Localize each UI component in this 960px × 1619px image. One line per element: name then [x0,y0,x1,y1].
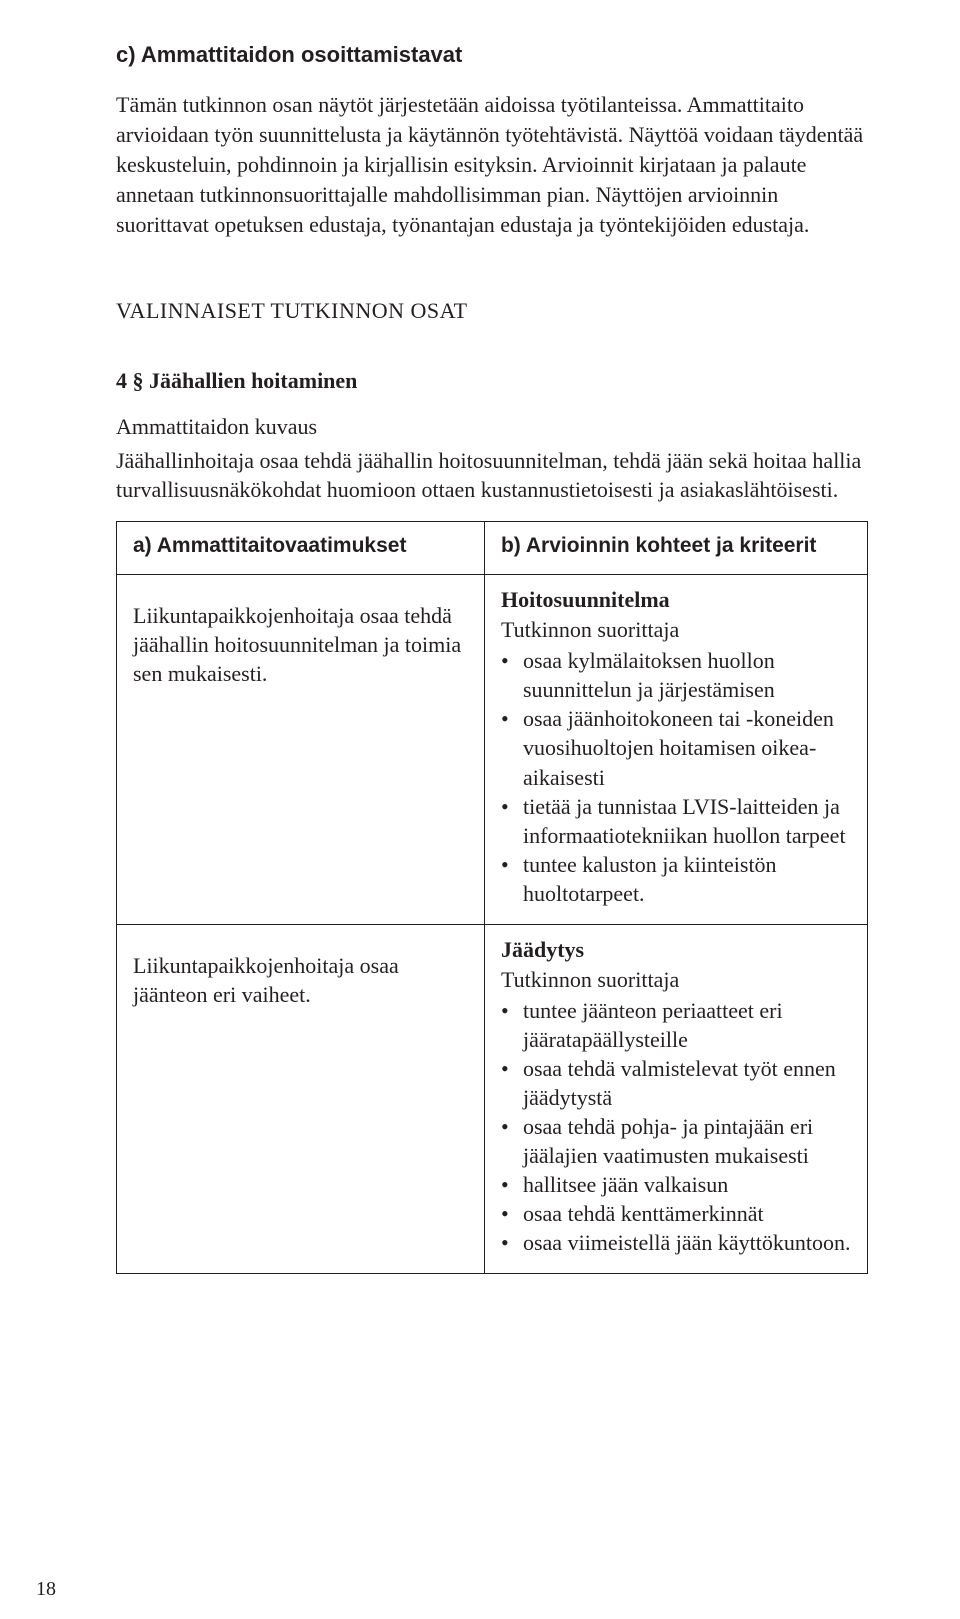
cell-right-title: Jäädytys [501,937,851,963]
page-number: 18 [36,1578,56,1601]
list-item: osaa viimeistellä jään käyttökuntoon. [501,1228,851,1257]
list-item: hallitsee jään valkaisun [501,1170,851,1199]
section-title: VALINNAISET TUTKINNON OSAT [116,298,868,324]
col-a-header: a) Ammattitaitovaatimukset [117,522,485,575]
list-item: tuntee jäänteon periaatteet eri jääratap… [501,996,851,1054]
requirements-table: a) Ammattitaitovaatimukset b) Arvioinnin… [116,521,868,1274]
table-row: Liikuntapaikkojenhoitaja osaa tehdä jääh… [117,575,868,924]
list-item: tietää ja tunnistaa LVIS-laitteiden ja i… [501,792,851,850]
cell-right: Hoitosuunnitelma Tutkinnon suorittaja os… [484,575,867,924]
cell-left-text: Liikuntapaikkojenhoitaja osaa jäänteon e… [133,951,468,1009]
list-item: tuntee kaluston ja kiinteistön huoltotar… [501,850,851,908]
page: c) Ammattitaidon osoittamistavat Tämän t… [0,0,960,1619]
list-item: osaa tehdä valmistelevat työt ennen jääd… [501,1054,851,1112]
cell-right-intro: Tutkinnon suorittaja [501,615,851,644]
cell-left-text: Liikuntapaikkojenhoitaja osaa tehdä jääh… [133,601,468,688]
cell-right: Jäädytys Tutkinnon suorittaja tuntee jää… [484,924,867,1273]
paragraph-description: Jäähallinhoitaja osaa tehdä jäähallin ho… [116,446,868,506]
cell-right-title: Hoitosuunnitelma [501,587,851,613]
heading-c: c) Ammattitaidon osoittamistavat [116,42,868,68]
subsection-title: 4 § Jäähallien hoitaminen [116,368,868,394]
list-item: osaa jäänhoitokoneen tai -koneiden vuosi… [501,704,851,791]
bullet-list: osaa kylmälaitoksen huollon suunnittelun… [501,646,851,907]
list-item: osaa tehdä kenttämerkinnät [501,1199,851,1228]
list-item: osaa tehdä pohja- ja pintajään eri jääla… [501,1112,851,1170]
col-b-header: b) Arvioinnin kohteet ja kriteerit [484,522,867,575]
subheading: Ammattitaidon kuvaus [116,414,868,440]
paragraph-intro: Tämän tutkinnon osan näytöt järjestetään… [116,90,868,240]
table-header-row: a) Ammattitaitovaatimukset b) Arvioinnin… [117,522,868,575]
cell-left: Liikuntapaikkojenhoitaja osaa jäänteon e… [117,924,485,1273]
table-row: Liikuntapaikkojenhoitaja osaa jäänteon e… [117,924,868,1273]
bullet-list: tuntee jäänteon periaatteet eri jääratap… [501,996,851,1257]
cell-right-intro: Tutkinnon suorittaja [501,965,851,994]
cell-left: Liikuntapaikkojenhoitaja osaa tehdä jääh… [117,575,485,924]
list-item: osaa kylmälaitoksen huollon suunnittelun… [501,646,851,704]
